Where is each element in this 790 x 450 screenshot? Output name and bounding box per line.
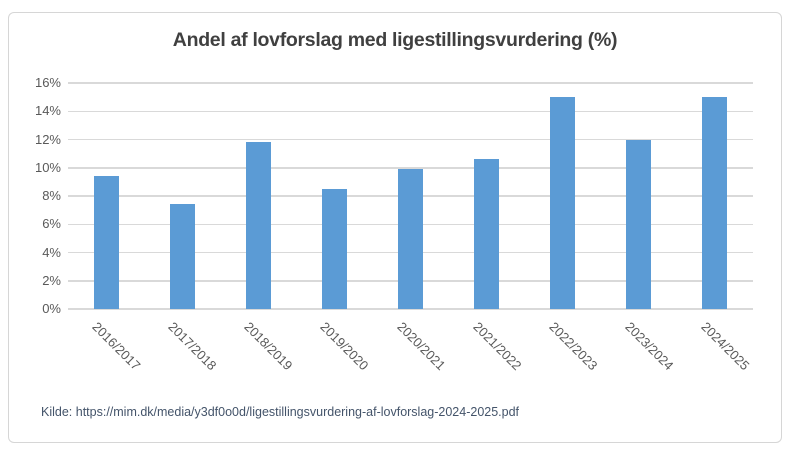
gridline-0 <box>68 308 753 310</box>
bar-2021/2022 <box>474 159 500 309</box>
bar-2022/2023 <box>550 97 576 309</box>
x-tick-label-2023/2024: 2023/2024 <box>622 319 677 374</box>
y-tick-label-12: 12% <box>34 131 61 147</box>
bar-2020/2021 <box>398 169 423 309</box>
bar-2018/2019 <box>245 142 271 309</box>
y-tick-label-16: 16% <box>34 75 61 90</box>
y-tick-label-0: 0% <box>42 301 61 316</box>
bar-2023/2024 <box>626 139 652 309</box>
x-tick-label-2024/2025: 2024/2025 <box>698 319 753 374</box>
x-tick-label-2017/2018: 2017/2018 <box>165 319 220 374</box>
gridline-12 <box>68 138 753 141</box>
chart-title: Andel af lovforslag med ligestillingsvur… <box>172 29 618 51</box>
gridline-10 <box>68 167 753 169</box>
bar-2016/2017 <box>93 176 119 309</box>
y-tick-label-2: 2% <box>42 272 61 288</box>
chart-frame: Andel af lovforslag med ligestillingsvur… <box>8 12 782 443</box>
plot-area <box>68 82 753 310</box>
gridline-16 <box>68 82 753 84</box>
y-tick-label-8: 8% <box>42 188 61 203</box>
x-tick-label-2021/2022: 2021/2022 <box>470 319 525 374</box>
x-tick-label-2018/2019: 2018/2019 <box>241 319 296 374</box>
source-citation: Kilde: https://mim.dk/media/y3df0o0d/lig… <box>41 405 520 419</box>
x-tick-label-2022/2023: 2022/2023 <box>546 319 601 374</box>
y-tick-label-14: 14% <box>34 103 61 119</box>
bar-2017/2018 <box>169 204 195 309</box>
gridline-14 <box>68 110 753 112</box>
y-tick-label-4: 4% <box>42 244 61 260</box>
bar-2019/2020 <box>321 188 347 309</box>
y-tick-label-10: 10% <box>34 159 61 175</box>
x-tick-label-2020/2021: 2020/2021 <box>393 319 448 374</box>
bar-2024/2025 <box>702 97 728 309</box>
x-tick-label-2016/2017: 2016/2017 <box>89 319 144 374</box>
y-tick-label-6: 6% <box>42 216 61 232</box>
x-tick-label-2019/2020: 2019/2020 <box>317 319 372 374</box>
